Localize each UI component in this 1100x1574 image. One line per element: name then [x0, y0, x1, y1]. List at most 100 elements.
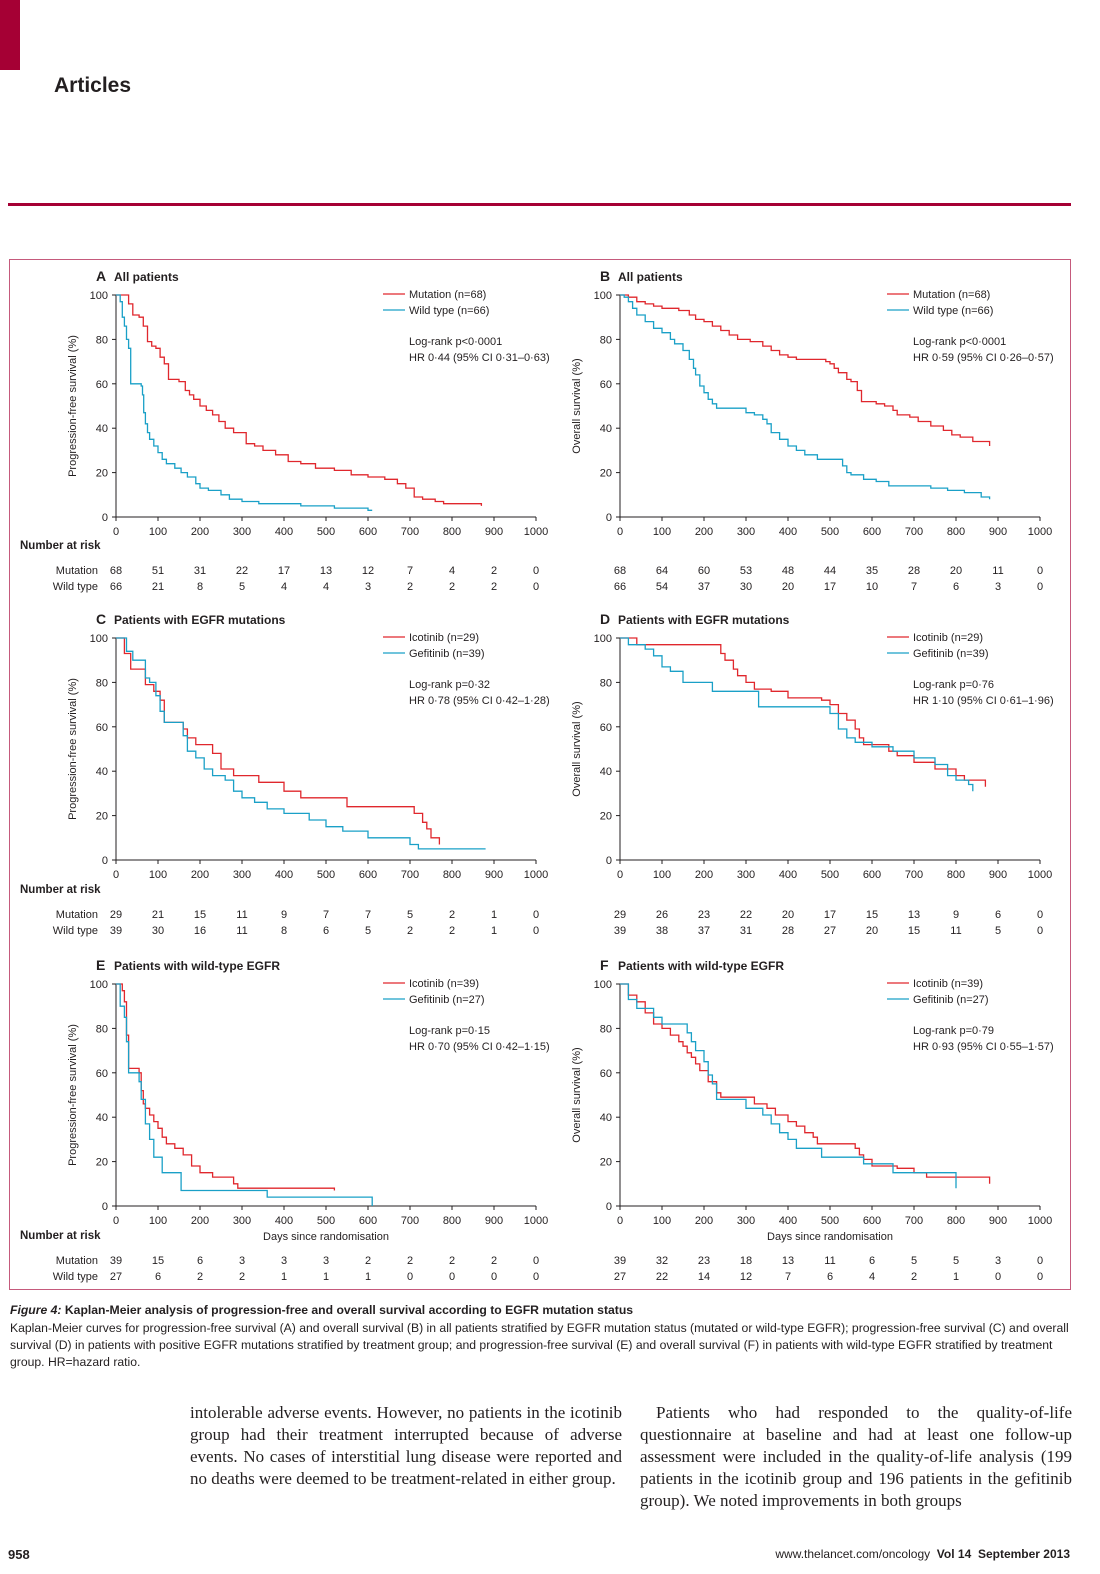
km-curve-red — [620, 983, 991, 1184]
risk-value: 13 — [782, 1255, 794, 1267]
risk-value: 7 — [323, 909, 329, 921]
journal-date: September 2013 — [977, 1547, 1070, 1561]
caption-title: Kaplan-Meier analysis of progression-fre… — [64, 1303, 634, 1317]
x-tick-label: 100 — [149, 526, 167, 538]
x-tick-label: 1000 — [524, 1215, 548, 1227]
x-tick-label: 100 — [149, 1215, 167, 1227]
legend-label: Icotinib (n=39) — [409, 978, 479, 990]
x-tick-label: 200 — [695, 526, 713, 538]
y-axis-label: Overall survival (%) — [571, 701, 583, 796]
x-tick-label: 1000 — [524, 869, 548, 881]
y-tick-label: 20 — [96, 468, 108, 480]
risk-value: 20 — [950, 565, 962, 577]
risk-value: 12 — [362, 565, 374, 577]
risk-value: 0 — [407, 1271, 413, 1283]
risk-value: 12 — [740, 1271, 752, 1283]
risk-value: 2 — [491, 581, 497, 593]
figure-frame — [9, 259, 1071, 1290]
risk-value: 22 — [656, 1271, 668, 1283]
x-tick-label: 100 — [653, 1215, 671, 1227]
risk-value: 22 — [740, 909, 752, 921]
risk-value: 8 — [197, 581, 203, 593]
y-tick-label: 60 — [600, 1068, 612, 1080]
risk-value: 35 — [866, 565, 878, 577]
journal-volume: Vol 14 — [936, 1547, 972, 1561]
y-tick-label: 60 — [96, 1068, 108, 1080]
risk-value: 3 — [995, 581, 1001, 593]
risk-value: 0 — [533, 1271, 539, 1283]
y-tick-label: 60 — [600, 722, 612, 734]
x-tick-label: 700 — [401, 1215, 419, 1227]
risk-value: 5 — [239, 581, 245, 593]
risk-row-label: Mutation — [56, 909, 98, 921]
x-tick-label: 800 — [947, 869, 965, 881]
km-curve-blue — [116, 983, 373, 1206]
risk-value: 1 — [323, 1271, 329, 1283]
risk-value: 31 — [740, 925, 752, 937]
x-tick-label: 200 — [695, 869, 713, 881]
x-tick-label: 700 — [401, 526, 419, 538]
journal-url[interactable]: www.thelancet.com/oncology — [775, 1547, 931, 1561]
y-tick-label: 20 — [96, 1157, 108, 1169]
x-tick-label: 900 — [485, 526, 503, 538]
risk-value: 10 — [866, 581, 878, 593]
risk-value: 6 — [155, 1271, 161, 1283]
risk-value: 2 — [449, 925, 455, 937]
risk-value: 0 — [533, 909, 539, 921]
risk-row-label: Mutation — [56, 565, 98, 577]
y-tick-label: 0 — [606, 512, 612, 524]
x-tick-label: 800 — [947, 526, 965, 538]
stats-text: HR 1·10 (95% CI 0·61–1·96) — [913, 695, 1054, 707]
header-rule — [8, 203, 1071, 206]
risk-value: 13 — [320, 565, 332, 577]
legend-label: Wild type (n=66) — [913, 305, 993, 317]
body-text-left-column: intolerable adverse events. However, no … — [190, 1403, 622, 1488]
panel-title: Patients with EGFR mutations — [114, 613, 286, 627]
risk-value: 2 — [449, 909, 455, 921]
risk-value: 7 — [365, 909, 371, 921]
y-tick-label: 80 — [600, 1023, 612, 1035]
risk-value: 60 — [698, 565, 710, 577]
x-tick-label: 900 — [989, 1215, 1007, 1227]
x-tick-label: 0 — [617, 526, 623, 538]
risk-value: 29 — [110, 909, 122, 921]
km-curve-blue — [620, 983, 957, 1189]
x-tick-label: 400 — [275, 1215, 293, 1227]
risk-value: 0 — [1037, 581, 1043, 593]
risk-value: 0 — [1037, 1271, 1043, 1283]
risk-value: 21 — [152, 581, 164, 593]
km-curve-red — [116, 637, 441, 845]
risk-value: 0 — [491, 1271, 497, 1283]
y-tick-label: 0 — [606, 1201, 612, 1213]
risk-value: 1 — [281, 1271, 287, 1283]
risk-value: 2 — [407, 1255, 413, 1267]
risk-value: 48 — [782, 565, 794, 577]
panel-title: All patients — [618, 270, 683, 284]
risk-value: 39 — [110, 925, 122, 937]
risk-value: 5 — [953, 1255, 959, 1267]
risk-value: 23 — [698, 1255, 710, 1267]
km-curve-red — [620, 294, 991, 446]
risk-value: 18 — [740, 1255, 752, 1267]
x-tick-label: 300 — [233, 869, 251, 881]
x-tick-label: 500 — [821, 869, 839, 881]
legend-label: Icotinib (n=29) — [409, 632, 479, 644]
y-tick-label: 0 — [606, 855, 612, 867]
x-tick-label: 200 — [191, 526, 209, 538]
y-tick-label: 40 — [600, 766, 612, 778]
risk-value: 0 — [1037, 565, 1043, 577]
y-tick-label: 100 — [90, 290, 108, 302]
risk-value: 7 — [785, 1271, 791, 1283]
risk-value: 38 — [656, 925, 668, 937]
y-tick-label: 60 — [96, 722, 108, 734]
y-tick-label: 100 — [594, 633, 612, 645]
km-curve-blue — [620, 637, 974, 792]
x-tick-label: 500 — [821, 526, 839, 538]
risk-value: 2 — [449, 1255, 455, 1267]
y-tick-label: 80 — [600, 334, 612, 346]
risk-header: Number at risk — [20, 540, 101, 552]
risk-value: 20 — [782, 581, 794, 593]
risk-value: 3 — [281, 1255, 287, 1267]
legend-label: Icotinib (n=29) — [913, 632, 983, 644]
x-tick-label: 1000 — [524, 526, 548, 538]
